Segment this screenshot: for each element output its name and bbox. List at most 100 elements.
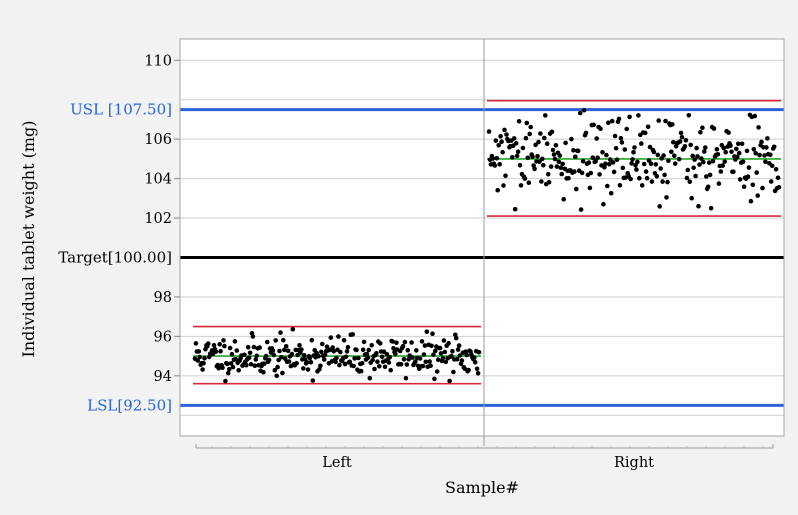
data-point bbox=[402, 339, 408, 345]
data-point bbox=[718, 169, 724, 174]
data-point bbox=[490, 156, 496, 161]
data-point bbox=[193, 341, 199, 346]
data-point bbox=[447, 378, 452, 384]
data-point bbox=[608, 190, 614, 196]
data-point bbox=[200, 367, 205, 372]
data-point bbox=[220, 365, 225, 371]
data-point bbox=[374, 351, 379, 356]
data-point bbox=[400, 343, 406, 349]
data-point bbox=[771, 144, 777, 150]
data-point bbox=[523, 135, 529, 141]
data-point bbox=[580, 158, 586, 164]
y-tick-label: 98 bbox=[154, 290, 172, 306]
data-point bbox=[264, 339, 270, 345]
data-point bbox=[202, 356, 207, 361]
data-point bbox=[446, 340, 451, 346]
data-point bbox=[729, 149, 734, 155]
data-point bbox=[676, 156, 682, 162]
data-point bbox=[688, 142, 693, 148]
data-point bbox=[642, 130, 648, 136]
data-point bbox=[520, 145, 526, 151]
data-point bbox=[607, 161, 612, 167]
data-point bbox=[512, 206, 518, 212]
data-point bbox=[433, 348, 438, 354]
data-point bbox=[710, 158, 716, 164]
data-point bbox=[451, 369, 456, 375]
data-point bbox=[246, 355, 252, 361]
data-point bbox=[338, 349, 343, 355]
data-point bbox=[617, 183, 623, 188]
data-point bbox=[515, 149, 521, 154]
data-point bbox=[364, 351, 370, 357]
data-point bbox=[337, 362, 342, 368]
data-point bbox=[532, 166, 537, 172]
data-point bbox=[526, 180, 532, 185]
data-point bbox=[404, 362, 410, 367]
data-point bbox=[752, 113, 758, 119]
data-point bbox=[290, 326, 296, 332]
data-point bbox=[554, 164, 560, 169]
data-point bbox=[726, 130, 731, 135]
data-point bbox=[227, 345, 233, 351]
data-point bbox=[283, 344, 289, 349]
data-point bbox=[708, 205, 714, 211]
data-point bbox=[516, 119, 522, 124]
data-point bbox=[578, 207, 584, 212]
data-point bbox=[773, 167, 779, 172]
data-point bbox=[218, 349, 223, 354]
data-point bbox=[656, 118, 661, 123]
data-point bbox=[440, 355, 446, 361]
data-point bbox=[360, 347, 366, 353]
data-point bbox=[456, 343, 462, 348]
data-point bbox=[261, 369, 266, 375]
data-point bbox=[316, 353, 321, 359]
data-point bbox=[495, 187, 501, 193]
data-point bbox=[420, 363, 426, 369]
data-point bbox=[639, 141, 644, 146]
data-point bbox=[701, 159, 706, 165]
data-point bbox=[721, 145, 726, 151]
data-point bbox=[253, 357, 259, 362]
data-point bbox=[649, 179, 655, 184]
data-point bbox=[776, 185, 782, 190]
data-point bbox=[223, 378, 228, 384]
data-point bbox=[546, 179, 552, 185]
data-point bbox=[221, 338, 226, 343]
data-point bbox=[334, 355, 339, 361]
data-point bbox=[230, 364, 236, 370]
data-point bbox=[737, 177, 743, 182]
data-point bbox=[343, 354, 349, 360]
data-point bbox=[222, 343, 227, 349]
reference-lines bbox=[180, 108, 784, 407]
data-point bbox=[618, 135, 624, 141]
data-point bbox=[232, 339, 238, 344]
data-point bbox=[277, 348, 282, 354]
data-point bbox=[669, 149, 674, 155]
data-point bbox=[270, 348, 276, 354]
data-point bbox=[273, 338, 279, 343]
data-point bbox=[244, 362, 249, 368]
data-point bbox=[611, 169, 617, 175]
data-point bbox=[741, 184, 747, 189]
data-point bbox=[702, 149, 707, 154]
data-point bbox=[310, 378, 316, 383]
data-point bbox=[324, 344, 330, 350]
data-point bbox=[254, 353, 259, 359]
data-point bbox=[748, 198, 754, 204]
data-point bbox=[542, 135, 547, 141]
data-point bbox=[213, 349, 219, 354]
data-point bbox=[247, 350, 253, 356]
data-point bbox=[252, 363, 258, 369]
y-tick-label: 110 bbox=[144, 53, 172, 69]
data-point bbox=[571, 148, 576, 153]
data-point bbox=[328, 335, 334, 340]
data-point bbox=[620, 165, 626, 171]
data-point bbox=[206, 341, 211, 346]
data-point bbox=[754, 170, 759, 175]
data-point bbox=[333, 359, 338, 365]
data-point bbox=[307, 355, 313, 361]
data-point bbox=[330, 345, 336, 350]
data-point bbox=[454, 356, 460, 362]
data-point bbox=[423, 359, 429, 365]
data-point bbox=[500, 149, 505, 155]
